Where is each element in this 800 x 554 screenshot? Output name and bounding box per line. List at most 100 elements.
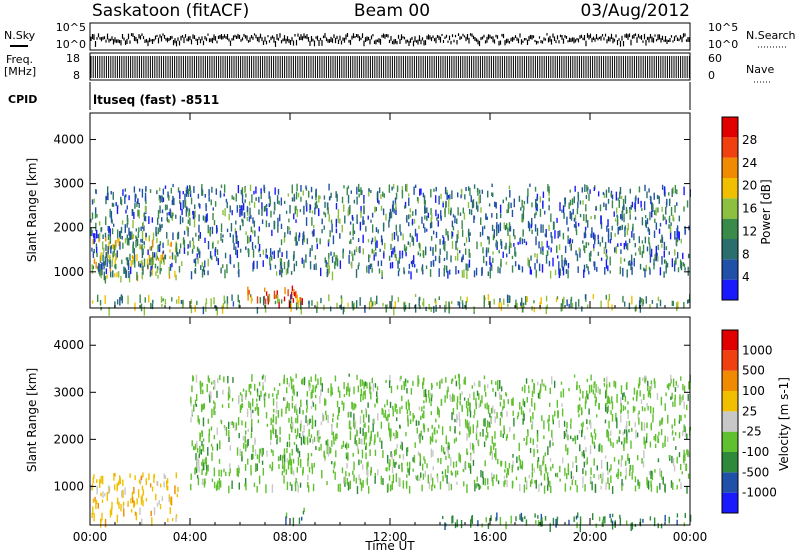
data-cell — [136, 498, 138, 505]
data-cell — [124, 195, 126, 204]
data-cell — [364, 382, 366, 387]
data-cell — [525, 519, 528, 526]
data-cell — [210, 199, 212, 206]
data-cell — [298, 232, 301, 238]
data-cell — [242, 219, 244, 227]
data-cell — [357, 183, 360, 193]
data-cell — [320, 443, 322, 451]
data-cell — [93, 258, 96, 264]
data-cell — [157, 209, 160, 219]
data-cell — [382, 302, 384, 307]
data-cell — [670, 206, 673, 216]
data-cell — [448, 453, 450, 459]
data-cell — [546, 250, 549, 256]
data-cell — [463, 242, 466, 246]
data-cell — [300, 516, 303, 521]
data-cell — [499, 417, 502, 426]
data-cell — [609, 400, 611, 405]
data-cell — [100, 227, 103, 232]
data-cell — [670, 374, 672, 383]
data-cell — [562, 265, 564, 271]
data-cell — [248, 401, 250, 408]
data-cell — [355, 404, 357, 408]
data-cell — [188, 208, 191, 216]
data-cell — [347, 302, 349, 307]
data-cell — [93, 513, 95, 522]
data-cell — [367, 461, 369, 468]
data-cell — [622, 295, 624, 303]
data-cell — [335, 433, 337, 441]
data-cell — [644, 377, 646, 383]
data-cell — [300, 184, 302, 192]
data-cell — [153, 252, 156, 258]
data-cell — [301, 298, 304, 306]
data-cell — [674, 398, 676, 407]
data-cell — [289, 230, 291, 235]
data-cell — [512, 453, 514, 458]
data-cell — [199, 445, 201, 455]
data-cell — [686, 200, 689, 208]
data-cell — [104, 232, 107, 238]
data-cell — [425, 393, 427, 403]
data-cell — [395, 192, 398, 200]
data-cell — [634, 242, 636, 248]
data-cell — [140, 245, 142, 250]
data-cell — [465, 263, 467, 271]
data-cell — [168, 497, 170, 503]
data-cell — [409, 233, 412, 238]
data-cell — [351, 401, 353, 409]
data-cell — [302, 435, 305, 444]
data-cell — [121, 220, 124, 225]
data-cell — [605, 264, 608, 269]
data-cell — [205, 464, 208, 474]
data-cell — [327, 414, 329, 424]
data-cell — [274, 300, 277, 305]
data-cell — [650, 380, 653, 385]
data-cell — [90, 218, 92, 223]
data-cell — [597, 239, 600, 245]
data-cell — [444, 208, 446, 214]
data-cell — [177, 231, 180, 239]
data-cell — [469, 232, 471, 236]
data-cell — [478, 484, 480, 490]
data-cell — [437, 213, 439, 219]
data-cell — [496, 213, 498, 220]
data-cell — [383, 413, 385, 418]
data-cell — [247, 428, 249, 433]
data-cell — [431, 384, 433, 388]
data-cell — [194, 443, 197, 450]
data-cell — [362, 428, 364, 436]
data-cell — [668, 454, 671, 459]
data-cell — [647, 480, 650, 490]
data-cell — [531, 229, 533, 235]
data-cell — [292, 517, 295, 527]
data-cell — [92, 498, 95, 503]
data-cell — [458, 412, 460, 421]
data-cell — [95, 500, 97, 510]
data-cell — [471, 200, 474, 209]
y-tick-label: 1000 — [53, 479, 84, 493]
data-cell — [270, 449, 273, 453]
data-cell — [518, 195, 521, 202]
data-cell — [296, 415, 299, 424]
data-cell — [461, 229, 464, 237]
data-cell — [603, 193, 606, 198]
data-cell — [634, 252, 637, 256]
data-cell — [459, 454, 462, 463]
data-cell — [198, 453, 200, 458]
data-cell — [440, 215, 442, 221]
data-cell — [633, 258, 635, 267]
data-cell — [580, 423, 583, 427]
data-cell — [508, 245, 511, 254]
data-cell — [314, 374, 317, 382]
data-cell — [549, 402, 551, 407]
data-cell — [250, 226, 253, 233]
data-cell — [305, 187, 308, 191]
data-cell — [429, 436, 432, 445]
data-cell — [672, 457, 675, 466]
data-cell — [656, 194, 659, 200]
data-cell — [683, 301, 685, 309]
data-cell — [365, 479, 368, 483]
data-cell — [423, 424, 426, 433]
data-cell — [346, 477, 348, 485]
